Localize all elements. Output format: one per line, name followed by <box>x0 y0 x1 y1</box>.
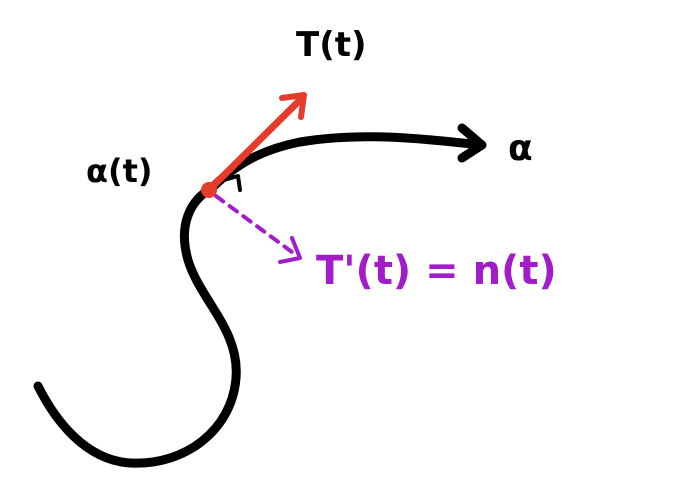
right-angle-icon <box>222 174 242 192</box>
point-label: α(t) <box>86 152 153 190</box>
point-alpha-t <box>201 182 217 198</box>
tangent-arrowhead-icon <box>279 92 307 120</box>
curve-alpha <box>33 132 485 468</box>
curve-arrowhead-icon <box>457 123 487 163</box>
curve-label: α <box>508 128 533 169</box>
normal-label: T'(t) = n(t) <box>316 248 557 294</box>
normal-arrowhead-icon <box>278 236 302 264</box>
tangent-label: T(t) <box>296 25 367 65</box>
tangent-vector <box>205 96 304 194</box>
normal-vector <box>214 194 298 257</box>
